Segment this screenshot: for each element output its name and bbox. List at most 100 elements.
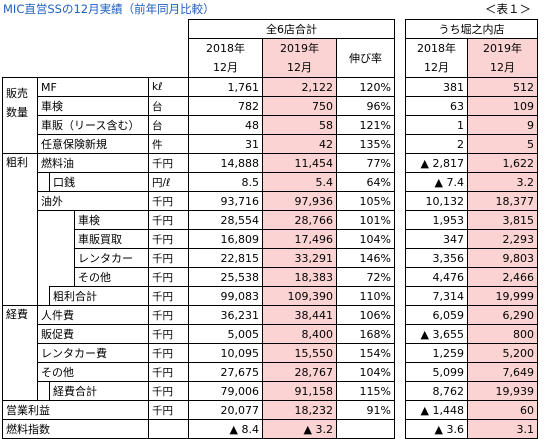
gap-cell	[394, 248, 406, 268]
item-label: 経費合計	[49, 381, 149, 401]
header-store-2018-month: 12月	[424, 61, 449, 74]
gap-cell	[394, 343, 406, 363]
store-value-2019: 5	[467, 134, 538, 154]
category-gross-profit: 粗利	[2, 153, 38, 306]
category-sales-qty: 販売 数量	[2, 77, 38, 154]
value-2018: 20,077	[188, 400, 263, 420]
item-label: その他	[74, 267, 149, 287]
store-value-2019: 9,803	[467, 248, 538, 268]
growth-rate: 91%	[336, 400, 395, 420]
gap-cell	[394, 77, 406, 97]
table-row: 口銭 円/ℓ 8.5 5.4 64% ▲ 7.4 3.2	[3, 172, 538, 192]
store-value-2018: 1	[405, 115, 468, 135]
unit-cell: 千円	[148, 153, 189, 173]
item-label: 任意保険新規	[37, 134, 149, 154]
gap-cell	[394, 267, 406, 287]
header-store-2019: 2019年 12月	[467, 38, 538, 78]
value-2019: 750	[262, 96, 337, 116]
store-value-2019: 3.2	[467, 172, 538, 192]
unit-cell: 千円	[148, 210, 189, 230]
store-value-2018: ▲ 3,655	[405, 324, 468, 344]
header-2018-year: 2018年	[206, 42, 245, 55]
category-expenses: 経費	[2, 305, 38, 401]
store-value-2018: ▲ 2,817	[405, 153, 468, 173]
table-row: 販売 数量 MF kℓ 1,761 2,122 120% 381 512	[2, 77, 538, 154]
growth-rate: 96%	[336, 96, 395, 116]
value-2018: 31	[188, 134, 263, 154]
value-2018: 10,095	[188, 343, 263, 363]
value-2018: 27,675	[188, 362, 263, 382]
item-label: レンタカー費	[37, 343, 149, 363]
table-row: その他 千円 27,675 28,767 104% 5,099 7,649	[3, 362, 538, 382]
item-label: 車検	[74, 210, 149, 230]
value-2019: 42	[262, 134, 337, 154]
table-row: 経費 人件費 千円 36,231 38,441 106% 6,059 6,290	[2, 305, 538, 401]
store-value-2018: 2	[405, 134, 468, 154]
item-label: 車検	[37, 96, 149, 116]
item-label: 燃料指数	[2, 419, 149, 439]
store-value-2019: 7,649	[467, 362, 538, 382]
value-2019: 28,766	[262, 210, 337, 230]
store-value-2018: 7,314	[405, 286, 468, 306]
value-2019: 91,158	[262, 381, 337, 401]
results-table: 全6店合計 うち堀之内店 2018年 12月 2019年 12月 伸び率 2018年…	[2, 19, 538, 439]
growth-rate: 72%	[336, 267, 395, 287]
item-label: 人件費	[37, 305, 149, 325]
table-row: 任意保険新規 件 31 42 135% 2 5	[3, 134, 538, 154]
gap-cell	[394, 172, 406, 192]
item-label: 口銭	[49, 172, 149, 192]
growth-rate: 110%	[336, 286, 395, 306]
unit-cell	[148, 419, 189, 439]
store-value-2018: 4,476	[405, 267, 468, 287]
value-2018: 16,809	[188, 229, 263, 249]
store-value-2018: 8,762	[405, 381, 468, 401]
table-row: 油外 千円 93,716 97,936 105% 10,132 18,377	[3, 191, 538, 211]
header-store-2018-year: 2018年	[417, 42, 456, 55]
growth-rate: 146%	[336, 248, 395, 268]
growth-rate: 64%	[336, 172, 395, 192]
unit-cell: 千円	[148, 324, 189, 344]
growth-rate: 115%	[336, 381, 395, 401]
growth-rate: 77%	[336, 153, 395, 173]
table-row: 車検 千円 28,554 28,766 101% 1,953 3,815	[3, 210, 538, 287]
value-2018: 1,761	[188, 77, 263, 97]
gap-cell	[394, 324, 406, 344]
store-value-2018: 347	[405, 229, 468, 249]
item-label: 油外	[37, 191, 149, 211]
header-2019-month: 12月	[287, 61, 312, 74]
store-value-2019: 3.1	[467, 419, 538, 439]
item-label: 粗利合計	[49, 286, 149, 306]
value-2019: 18,383	[262, 267, 337, 287]
unit-cell: 千円	[148, 305, 189, 325]
table-row: レンタカー費 千円 10,095 15,550 154% 1,259 5,200	[3, 343, 538, 363]
store-value-2018: 10,132	[405, 191, 468, 211]
header-growth: 伸び率	[336, 38, 395, 78]
value-2018: ▲ 8.4	[188, 419, 263, 439]
header-store-2018: 2018年 12月	[405, 38, 468, 78]
item-label: 販促費	[37, 324, 149, 344]
value-2018: 782	[188, 96, 263, 116]
unit-cell: 千円	[148, 229, 189, 249]
item-label: 車販買取	[74, 229, 149, 249]
value-2019: 15,550	[262, 343, 337, 363]
category-label: 販売	[6, 87, 28, 100]
value-2018: 99,083	[188, 286, 263, 306]
gap-cell	[394, 229, 406, 249]
value-2018: 28,554	[188, 210, 263, 230]
store-value-2019: 5,200	[467, 343, 538, 363]
value-2019: 109,390	[262, 286, 337, 306]
gap-cell	[394, 210, 406, 230]
store-value-2019: 19,999	[467, 286, 538, 306]
gap-cell	[394, 115, 406, 135]
header-blank-2	[2, 38, 189, 78]
header-store-2019-month: 12月	[490, 61, 515, 74]
store-value-2019: 512	[467, 77, 538, 97]
store-value-2018: 63	[405, 96, 468, 116]
indent-cell	[37, 210, 75, 287]
table-row: 粗利 燃料油 千円 14,888 11,454 77% ▲ 2,817 1,62…	[2, 153, 538, 306]
gap-cell	[394, 362, 406, 382]
item-label: その他	[37, 362, 149, 382]
item-label: 営業利益	[2, 400, 149, 420]
table-number: ＜表１＞	[485, 2, 531, 16]
gap-cell	[394, 286, 406, 306]
